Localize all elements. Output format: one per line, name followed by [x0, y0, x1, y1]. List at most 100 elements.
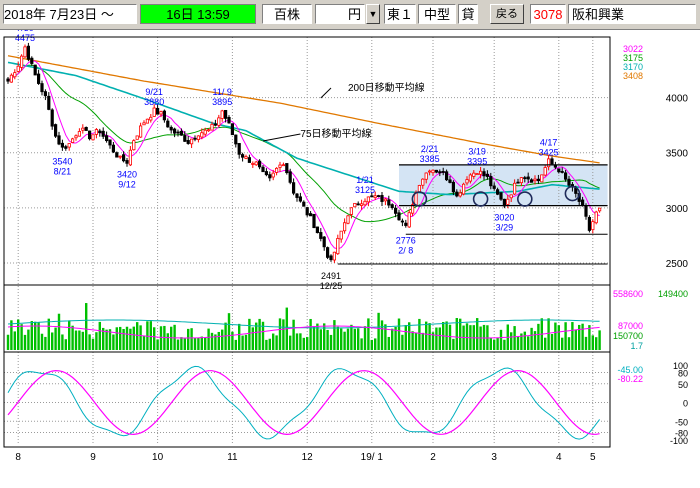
annotation-7-b: 2/ 8 — [398, 246, 413, 256]
volume-bar-53 — [187, 328, 190, 350]
candle-body-55 — [193, 137, 197, 140]
candle-body-58 — [203, 129, 207, 135]
date-range-field[interactable]: 2018年 7月23日 ～ — [3, 4, 137, 24]
volume-bar-172 — [591, 335, 594, 350]
volume-bar-22 — [81, 331, 84, 350]
candle-body-15 — [57, 135, 61, 145]
x-label-9: 5 — [590, 452, 596, 463]
candle-body-0 — [6, 78, 10, 82]
candle-body-171 — [587, 216, 592, 231]
candle-body-97 — [336, 238, 340, 255]
volume-bar-112 — [387, 336, 390, 350]
volume-bar-66 — [231, 331, 234, 350]
volume-bar-158 — [544, 337, 547, 350]
time-display: 16日 13:59 — [140, 4, 256, 24]
candle-body-86 — [298, 196, 303, 202]
volume-bar-78 — [272, 333, 275, 350]
volume-bar-126 — [435, 327, 438, 350]
volume-bar-2 — [13, 331, 16, 350]
candle-body-53 — [186, 140, 190, 144]
candle-body-142 — [489, 175, 493, 187]
candle-body-10 — [40, 83, 44, 93]
x-label-5: 19/ 1 — [361, 452, 384, 463]
candle-body-39 — [138, 125, 143, 138]
volume-bar-144 — [496, 337, 499, 350]
annotation-1-a: 3540 — [52, 156, 72, 166]
candle-body-89 — [308, 213, 313, 217]
volume-bar-96 — [333, 320, 336, 350]
candle-body-162 — [557, 168, 561, 173]
volume-bar-135 — [465, 323, 469, 350]
stock-code-field[interactable]: 3078 — [530, 4, 566, 24]
ma-75-pointer — [262, 133, 301, 142]
candle-body-145 — [499, 192, 503, 200]
candle-body-8 — [33, 64, 37, 76]
candle-body-95 — [329, 255, 333, 261]
vol-right-value-3: 150700 — [613, 331, 643, 341]
volume-bar-32 — [115, 327, 118, 350]
volume-bar-152 — [523, 331, 526, 350]
candle-body-144 — [495, 189, 500, 195]
candle-body-46 — [162, 110, 166, 121]
candle-body-143 — [492, 185, 496, 189]
currency-select[interactable]: 円 — [315, 4, 365, 24]
candle-body-82 — [285, 163, 289, 174]
candle-body-13 — [50, 109, 54, 127]
volume-bar-58 — [204, 337, 207, 350]
candle-body-103 — [356, 203, 360, 206]
candle-body-78 — [271, 172, 275, 178]
volume-bar-50 — [176, 339, 180, 350]
stoch-tick-6: -100 — [670, 436, 688, 446]
candlestick-layer — [6, 42, 602, 263]
candle-body-45 — [159, 111, 163, 115]
candle-body-111 — [383, 198, 388, 202]
stock-chart: 200日移動平均線75日移動平均線7/30447535408/219/21388… — [0, 30, 700, 488]
chevron-down-icon[interactable]: ▼ — [366, 4, 380, 24]
volume-bar-129 — [445, 321, 448, 350]
vol-right-value-0: 558600 — [613, 289, 643, 299]
candle-body-11 — [43, 91, 48, 97]
volume-bar-51 — [180, 337, 183, 350]
candle-body-68 — [237, 143, 241, 155]
stoch-tick-5: -80 — [675, 429, 688, 439]
toolbar: 2018年 7月23日 ～ 16日 13:59 百株 円 ▼ 東１ 中型 貸 戻… — [0, 0, 700, 30]
candle-body-57 — [200, 132, 204, 138]
volume-bar-140 — [482, 324, 486, 350]
candle-body-60 — [210, 123, 214, 131]
volume-bar-133 — [459, 318, 462, 350]
volume-bar-16 — [61, 334, 64, 350]
candle-body-52 — [183, 135, 187, 142]
candle-body-116 — [400, 220, 405, 223]
volume-bar-161 — [554, 322, 557, 350]
volume-bar-57 — [200, 336, 203, 350]
candle-body-80 — [278, 164, 282, 168]
volume-bar-115 — [397, 318, 401, 350]
volume-bar-160 — [550, 333, 554, 350]
candle-body-76 — [264, 171, 269, 176]
candle-body-138 — [475, 173, 479, 176]
volume-bar-74 — [258, 318, 261, 350]
volume-bar-150 — [516, 336, 520, 350]
volume-bar-153 — [527, 336, 530, 350]
candle-body-99 — [342, 222, 347, 232]
candle-body-40 — [142, 122, 146, 126]
candle-body-93 — [322, 236, 326, 248]
unit-field: 百株 — [262, 4, 312, 24]
stoch-tick-3: 0 — [683, 399, 688, 409]
candle-body-101 — [349, 207, 354, 215]
volume-bar-23 — [85, 303, 88, 350]
candle-body-81 — [281, 164, 286, 167]
candle-body-110 — [380, 195, 384, 202]
annotation-5-b: 3125 — [355, 185, 375, 195]
back-button[interactable]: 戻る — [490, 4, 524, 24]
annotation-2-a: 9/21 — [145, 87, 163, 97]
volume-bar-103 — [357, 328, 360, 350]
candle-body-66 — [230, 123, 234, 136]
candle-body-50 — [176, 131, 180, 134]
volume-bar-55 — [193, 337, 197, 350]
volume-bar-47 — [166, 333, 169, 350]
candle-body-23 — [84, 127, 88, 131]
x-label-6: 2 — [430, 452, 436, 463]
candle-body-51 — [179, 130, 183, 136]
volume-bar-4 — [20, 324, 23, 350]
